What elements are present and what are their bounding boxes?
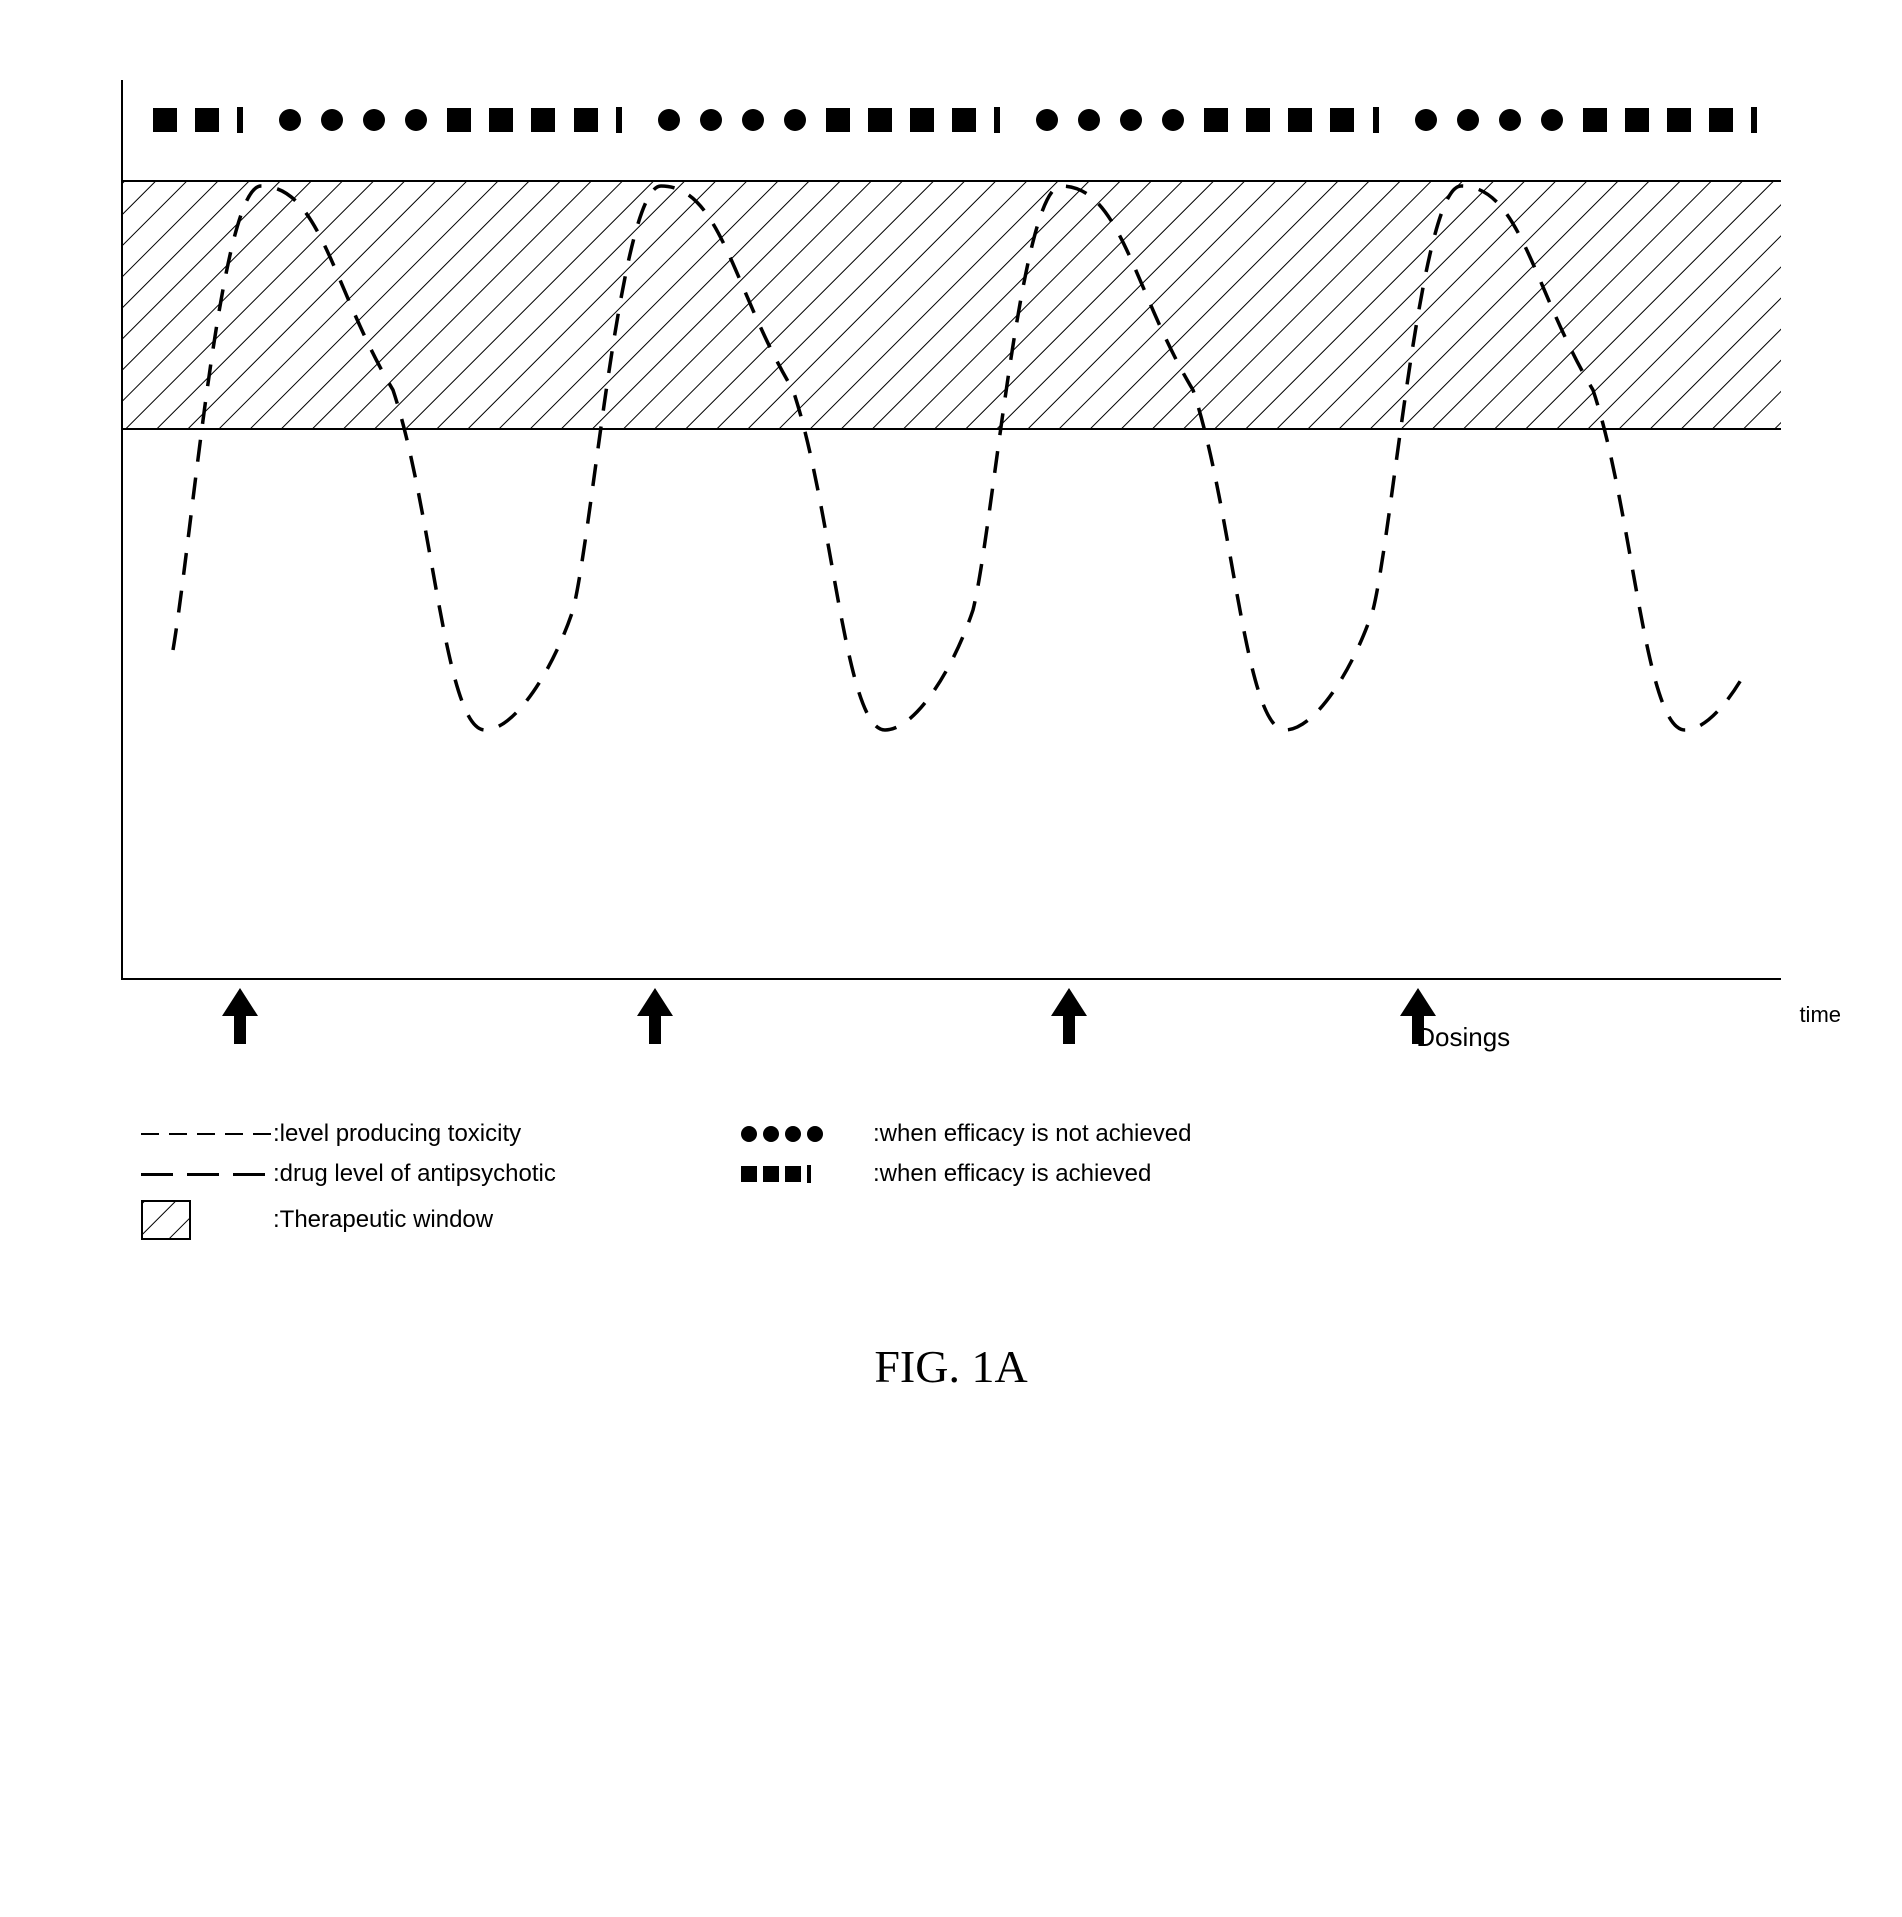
circle-icon bbox=[405, 109, 427, 131]
square-icon bbox=[1246, 108, 1270, 132]
square-icon bbox=[910, 108, 934, 132]
circle-icon bbox=[279, 109, 301, 131]
circle-icon bbox=[321, 109, 343, 131]
short-dash-icon bbox=[141, 1133, 261, 1135]
bar-icon bbox=[1751, 107, 1757, 133]
dosing-arrow-icon bbox=[1400, 988, 1436, 1016]
circle-icon bbox=[700, 109, 722, 131]
square-icon bbox=[1583, 108, 1607, 132]
circle-icon bbox=[1078, 109, 1100, 131]
circle-icon bbox=[1541, 109, 1563, 131]
circle-icon bbox=[742, 109, 764, 131]
legend-text: :Therapeutic window bbox=[273, 1206, 493, 1234]
square-icon bbox=[1288, 108, 1312, 132]
square-icon bbox=[1204, 108, 1228, 132]
square-icon bbox=[1667, 108, 1691, 132]
dosing-arrows-row bbox=[123, 988, 1781, 1058]
square-icon bbox=[153, 108, 177, 132]
hatch-box-icon bbox=[141, 1200, 261, 1240]
circle-icon bbox=[363, 109, 385, 131]
square-icon bbox=[1625, 108, 1649, 132]
dosing-arrow-icon bbox=[637, 988, 673, 1016]
circle-icon bbox=[1120, 109, 1142, 131]
legend-text: :when efficacy is not achieved bbox=[873, 1120, 1191, 1148]
legend-item-drug-level: :drug level of antipsychotic bbox=[141, 1160, 681, 1188]
legend-text: :when efficacy is achieved bbox=[873, 1160, 1151, 1188]
legend-text: :level producing toxicity bbox=[273, 1120, 521, 1148]
dosings-label: Dosings bbox=[1416, 1022, 1510, 1053]
dosing-arrow-icon bbox=[1051, 988, 1087, 1016]
square-icon bbox=[574, 108, 598, 132]
legend-text: :drug level of antipsychotic bbox=[273, 1160, 556, 1188]
circle-icon bbox=[1162, 109, 1184, 131]
x-axis-label: time bbox=[1799, 1002, 1841, 1028]
squares-bar-icon bbox=[741, 1165, 861, 1183]
square-icon bbox=[447, 108, 471, 132]
square-icon bbox=[952, 108, 976, 132]
square-icon bbox=[1330, 108, 1354, 132]
square-icon bbox=[489, 108, 513, 132]
dosing-arrow-icon bbox=[222, 988, 258, 1016]
legend-item-achieved: :when efficacy is achieved bbox=[741, 1160, 1151, 1188]
drug-level-curve bbox=[143, 130, 1743, 930]
long-dash-icon bbox=[141, 1173, 261, 1176]
square-icon bbox=[868, 108, 892, 132]
figure-caption: FIG. 1A bbox=[121, 1340, 1781, 1393]
legend-item-not-achieved: :when efficacy is not achieved bbox=[741, 1120, 1191, 1148]
chart-plot-area: Dosings time bbox=[121, 80, 1781, 980]
square-icon bbox=[826, 108, 850, 132]
legend-item-toxicity: :level producing toxicity bbox=[141, 1120, 681, 1148]
circle-icon bbox=[1457, 109, 1479, 131]
circle-icon bbox=[658, 109, 680, 131]
circle-icon bbox=[784, 109, 806, 131]
circle-icon bbox=[1415, 109, 1437, 131]
figure-container: Dosings time :level producing toxicity :… bbox=[121, 80, 1781, 1393]
dots-icon bbox=[741, 1126, 861, 1142]
square-icon bbox=[195, 108, 219, 132]
square-icon bbox=[531, 108, 555, 132]
figure-legend: :level producing toxicity :when efficacy… bbox=[121, 1120, 1781, 1240]
circle-icon bbox=[1036, 109, 1058, 131]
square-icon bbox=[1709, 108, 1733, 132]
circle-icon bbox=[1499, 109, 1521, 131]
legend-item-therapeutic-window: :Therapeutic window bbox=[141, 1200, 681, 1240]
